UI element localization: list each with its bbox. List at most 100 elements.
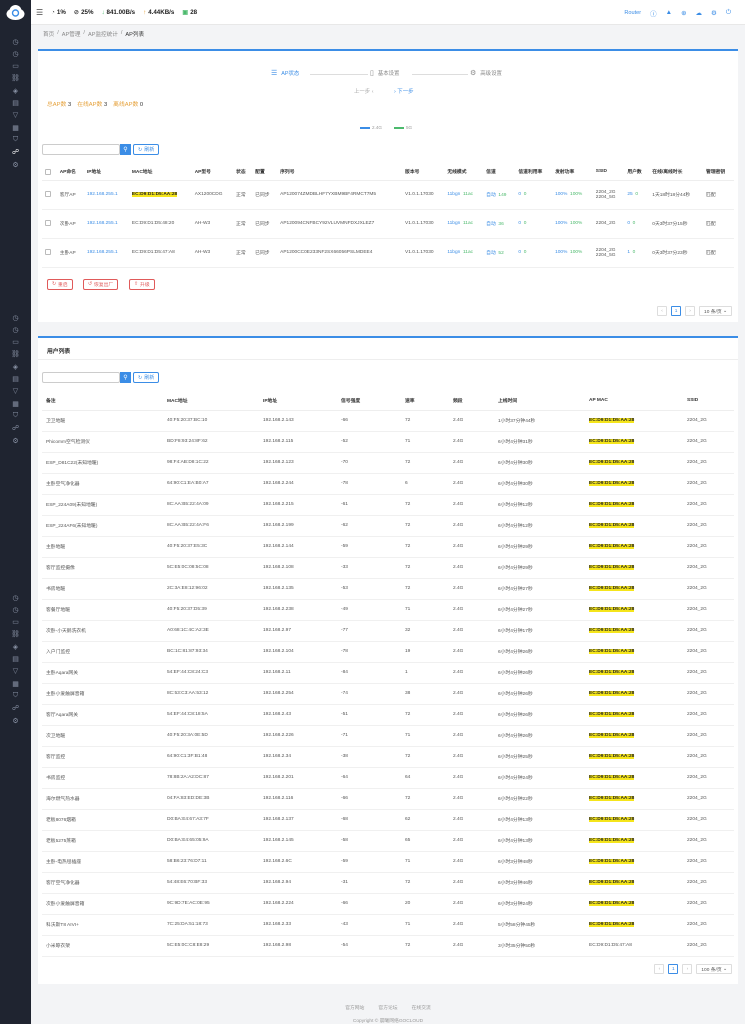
user-table-row[interactable]: 主卧空气净化器 64:90:C1:EA:B0:A7 192.168.2.244 -78… (42, 473, 734, 495)
ap-col-header[interactable]: 用户数 (624, 164, 650, 181)
user-col-header[interactable]: 频段 (449, 391, 494, 411)
dashboard-icon[interactable]: ◷ (12, 594, 19, 602)
footer-link-chat[interactable]: 在线交流 (411, 1006, 431, 1011)
next-step-button[interactable]: › 下一步 (394, 89, 414, 95)
ap-col-header[interactable]: 信道利用率 (515, 164, 553, 181)
ap-col-header[interactable]: 无线模式 (444, 164, 484, 181)
user-table-row[interactable]: 书房监控 78:8B:2A:A2:DC:87 192.168.2.201 -64 64 2… (42, 767, 734, 789)
user-table-row[interactable]: Phicomm空气检测仪 BD:F8:93:24:8F:62 192.168.2.1… (42, 431, 734, 453)
monitor-icon[interactable]: ◷ (12, 326, 19, 334)
user-table-row[interactable]: 次卧小爱触屏音箱 9C:9D:7E:AC:0E:95 192.168.2.224 -6… (42, 893, 734, 915)
user-table-row[interactable]: ESP_224A09(未知地暖) 8C:AA:B5:22:4A:09 192.168… (42, 494, 734, 516)
layers-icon[interactable]: ◈ (12, 643, 19, 651)
dashboard-icon[interactable]: ◷ (12, 314, 19, 322)
display-icon[interactable]: ▭ (12, 339, 19, 347)
page-number[interactable]: 1 (668, 964, 679, 974)
ap-col-header[interactable]: AP型号 (191, 164, 234, 181)
ap-col-header[interactable]: AP命名 (56, 164, 84, 181)
display-icon[interactable]: ▭ (12, 63, 19, 71)
ap-table-row[interactable]: 客厅AP 192.168.255.1 EC:D9:D1:D5:AA:28 AX1200… (42, 180, 734, 210)
ap-col-header[interactable]: 信道 (483, 164, 516, 181)
row-checkbox[interactable] (42, 180, 57, 210)
restart-button[interactable]: ↻ 重启 (47, 279, 73, 290)
user-table-row[interactable]: 客餐厅地暖 40:F5:20:37:D5:39 192.168.2.238 -49 71… (42, 599, 734, 621)
layers-icon[interactable]: ◈ (12, 87, 19, 95)
menu-toggle-icon[interactable]: ☰ (36, 7, 44, 17)
upgrade-button[interactable]: ⇧ 升级 (129, 279, 155, 290)
document-icon[interactable]: ▤ (12, 656, 19, 663)
ap-col-header[interactable]: 配置 (252, 164, 278, 181)
grid-icon[interactable]: ▦ (12, 400, 19, 408)
user-col-header[interactable]: AP MAC (585, 391, 683, 411)
user-col-header[interactable]: 备注 (42, 391, 163, 411)
next-page-button[interactable]: › (685, 306, 696, 316)
user-table-row[interactable]: 科沃斯T8 AIVI+ 7C:25:DA:51:18:73 192.168.2.33… (42, 914, 734, 936)
user-search-input[interactable] (42, 372, 120, 383)
user-table-row[interactable]: 海尔燃气热水器 04:FA:83:ED:DE:3B 192.168.2.116 -66… (42, 788, 734, 810)
document-icon[interactable]: ▤ (12, 376, 19, 383)
dashboard-icon[interactable]: ◷ (12, 38, 19, 46)
layers-icon[interactable]: ◈ (12, 363, 19, 371)
ap-col-header[interactable]: 管理密钥 (703, 164, 734, 181)
user-table-row[interactable]: 小米晾衣架 5C:E5:0C:C8:E8:29 192.168.2.98 -54 72 2… (42, 935, 734, 957)
user-table-row[interactable]: 客厅Aqara网关 54:EF:44:C8:18:5A 192.168.2.43 -5… (42, 704, 734, 726)
cloud-icon[interactable]: ☁ (695, 9, 703, 17)
globe-icon[interactable]: ⊕ (681, 9, 687, 17)
ap-refresh-button[interactable]: ↻ 刷新 (133, 144, 160, 155)
ap-col-header[interactable]: 序列号 (277, 164, 403, 181)
ap-search-input[interactable] (42, 144, 120, 155)
user-col-header[interactable]: 速率 (401, 391, 449, 411)
document-icon[interactable]: ▤ (12, 100, 19, 107)
user-table-row[interactable]: 主卧小爱触屏音箱 8C:53:C3:AA:53:12 192.168.2.254 -7… (42, 683, 734, 705)
row-checkbox[interactable] (42, 238, 57, 268)
grid-icon[interactable]: ▦ (12, 680, 19, 688)
step-ap-status[interactable]: ☰ AP状态 (271, 70, 300, 77)
power-icon[interactable]: ⏻ (725, 8, 731, 16)
user-col-header[interactable]: 信号强度 (337, 391, 401, 411)
display-icon[interactable]: ▭ (12, 619, 19, 627)
monitor-icon[interactable]: ◷ (12, 606, 19, 614)
user-table-row[interactable]: 老板8076烟箱 D0:BA:E4:67:A3:7F 192.168.2.137 -6… (42, 809, 734, 831)
link-icon[interactable]: ⛓ (11, 631, 20, 639)
ap-col-header[interactable]: 在线/离线时长 (649, 164, 704, 181)
page-number[interactable]: 1 (671, 306, 682, 316)
funnel-icon[interactable]: ▽ (12, 112, 19, 120)
prev-page-button[interactable]: ‹ (654, 964, 665, 974)
user-table-row[interactable]: 次卫地暖 40:F5:20:3A:0E:5D 192.168.2.226 -71 71 2… (42, 725, 734, 747)
page-size-select[interactable]: 100 条/页 ⌄ (696, 964, 732, 974)
monitor-icon[interactable]: ◷ (12, 50, 19, 58)
step-basic-settings[interactable]: ▯ 基本设置 (370, 70, 400, 77)
network-icon[interactable]: ☍ (11, 149, 20, 157)
funnel-icon[interactable]: ▽ (12, 668, 19, 676)
link-icon[interactable]: ⛓ (11, 351, 20, 359)
router-label[interactable]: Router (624, 9, 642, 16)
user-table-row[interactable]: 主卧地暖 40:F5:20:37:E5:3C 192.168.2.144 -59 72 2… (42, 536, 734, 558)
user-col-header[interactable]: SSID (683, 391, 734, 411)
prev-step-button[interactable]: 上一步 ‹ (354, 89, 374, 95)
funnel-icon[interactable]: ▽ (12, 388, 19, 396)
ap-table-row[interactable]: 次卧AP 192.168.255.1 EC:D9:D1:D5:48:20 AH-W3 正… (42, 209, 734, 239)
gear-icon[interactable]: ⚙ (711, 9, 717, 17)
user-table-row[interactable]: 书房地暖 2C:3A:E8:12:96:02 192.168.2.135 -53 72 2… (42, 578, 734, 600)
settings-icon[interactable]: ⚙ (12, 717, 19, 725)
ap-search-button[interactable]: ⚲ (120, 144, 131, 155)
prev-page-button[interactable]: ‹ (657, 306, 668, 316)
user-table-row[interactable]: ESP_224AF6(未知地暖) 8C:AA:B5:22:4A:F6 192.168… (42, 515, 734, 537)
info-icon[interactable]: ⓘ (650, 10, 657, 18)
ap-col-header[interactable]: 发射功率 (552, 164, 593, 181)
user-col-header[interactable]: 上线时间 (494, 391, 585, 411)
network-icon[interactable]: ☍ (11, 705, 20, 713)
factory-reset-button[interactable]: ↺ 恢复出厂 (83, 279, 119, 290)
user-table-row[interactable]: 主卧-电热毯插座 58:B6:23:76:D7:11 192.168.2.6C -59… (42, 851, 734, 873)
shield-icon[interactable]: ⛉ (12, 691, 19, 699)
user-table-row[interactable]: 卫卫地暖 40:F5:20:37:BC:10 192.168.2.143 -66 72 2… (42, 410, 734, 432)
step-advanced-settings[interactable]: ⚙ 高级设置 (470, 70, 502, 77)
user-table-row[interactable]: 客厅监控 64:90:C1:3F:B1:48 192.168.2.34 -38 72 2.… (42, 746, 734, 768)
network-icon[interactable]: ☍ (11, 425, 20, 433)
shield-icon[interactable]: ⛉ (12, 411, 19, 419)
ap-col-header[interactable]: IP地址 (83, 164, 129, 181)
settings-icon[interactable]: ⚙ (12, 161, 19, 169)
ap-table-row[interactable]: 主卧AP 192.168.255.1 EC:D9:D1:D5:47:A8 AH-W3 正… (42, 238, 734, 268)
ap-col-header[interactable]: MAC地址 (128, 164, 192, 181)
user-table-row[interactable]: 客厅监控摄像 5C:E5:0C:08:5C:08 192.168.2.108 -33 7… (42, 557, 734, 579)
